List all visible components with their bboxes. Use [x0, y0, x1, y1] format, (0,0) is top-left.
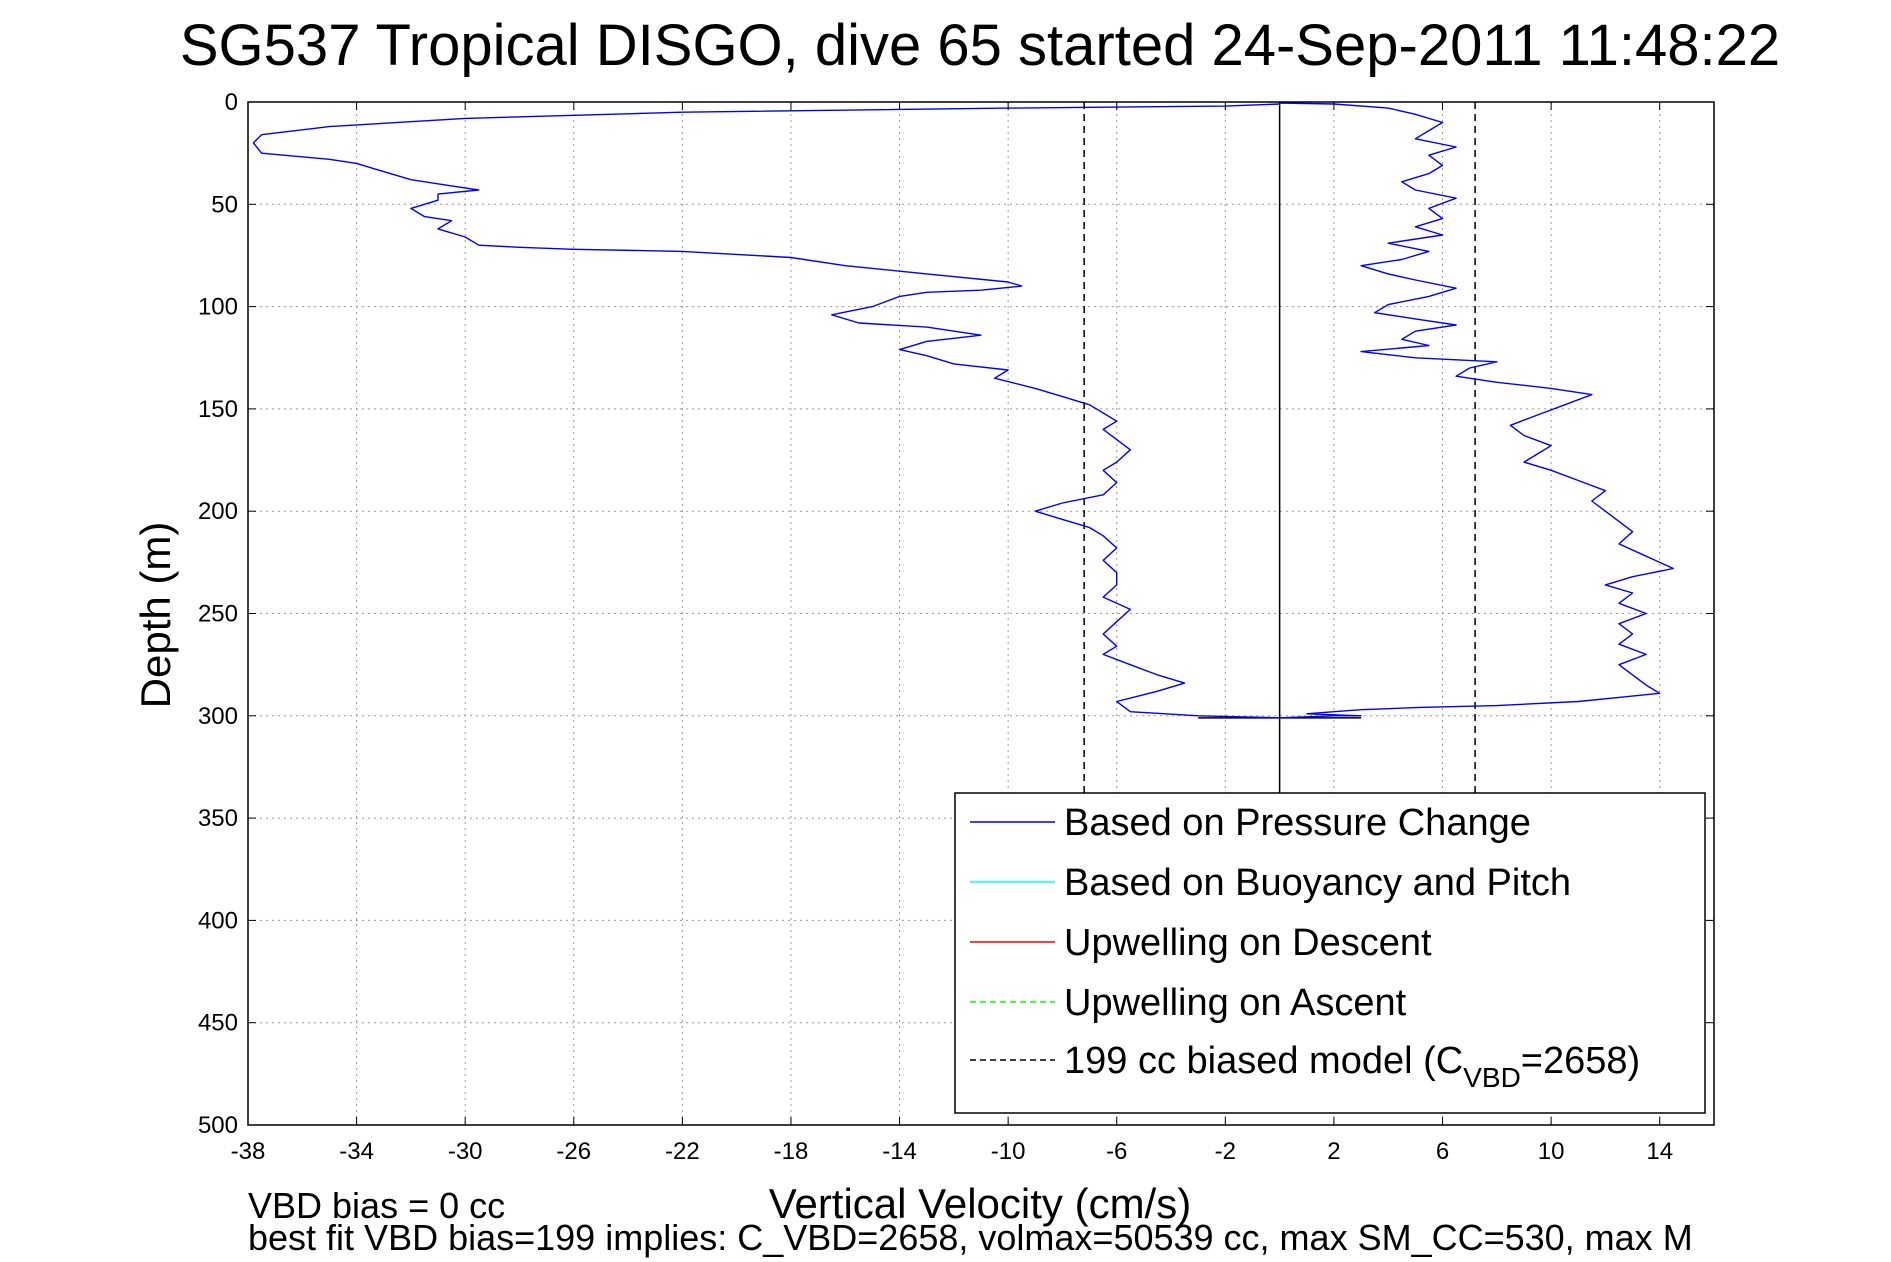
y-tick-label: 300	[198, 703, 238, 730]
legend-label-upwelling-ascent: Upwelling on Ascent	[1064, 982, 1407, 1024]
x-tick-label: -2	[1215, 1138, 1236, 1165]
annotation-vbd-bias: VBD bias = 0 cc	[248, 1185, 505, 1226]
legend-box	[954, 792, 1706, 1114]
legend-label-upwelling-descent: Upwelling on Descent	[1064, 922, 1432, 964]
y-tick-label: 0	[225, 89, 238, 116]
x-tick-label: 10	[1538, 1138, 1565, 1165]
x-tick-label: -34	[339, 1138, 374, 1165]
y-axis-ticks: 0 50 100 150 200 250 300 350 400 450 500	[198, 89, 1714, 1139]
x-tick-label: 14	[1646, 1138, 1673, 1165]
y-tick-label: 200	[198, 498, 238, 525]
legend: Based on Pressure Change Based on Buoyan…	[954, 792, 1706, 1114]
y-tick-label: 250	[198, 601, 238, 628]
annotation-best-fit: best fit VBD bias=199 implies: C_VBD=265…	[248, 1217, 1693, 1258]
legend-label-biased-model-end: =2658)	[1521, 1040, 1640, 1082]
chart-title: SG537 Tropical DISGO, dive 65 started 24…	[180, 13, 1780, 78]
y-tick-label: 150	[198, 396, 238, 423]
x-tick-label: -26	[556, 1138, 591, 1165]
y-tick-label: 500	[198, 1112, 238, 1139]
x-tick-label: 2	[1327, 1138, 1340, 1165]
x-tick-label: -10	[991, 1138, 1026, 1165]
x-tick-label: -18	[774, 1138, 809, 1165]
legend-label-biased-model: 199 cc biased model (CVBD=2658)	[1064, 1040, 1640, 1093]
x-tick-label: -22	[665, 1138, 700, 1165]
legend-label-pressure: Based on Pressure Change	[1064, 802, 1531, 844]
series-line-pressure-change	[252, 102, 1675, 719]
x-tick-label: -14	[882, 1138, 917, 1165]
y-tick-label: 400	[198, 907, 238, 934]
y-tick-label: 50	[211, 191, 238, 218]
legend-label-biased-model-sub: VBD	[1463, 1062, 1521, 1093]
series-layer	[252, 102, 1675, 719]
legend-label-biased-model-main: 199 cc biased model (C	[1064, 1040, 1463, 1082]
x-tick-label: -30	[448, 1138, 483, 1165]
y-tick-label: 100	[198, 294, 238, 321]
x-tick-label: -38	[231, 1138, 266, 1165]
y-tick-label: 450	[198, 1010, 238, 1037]
x-axis-ticks: -38 -34 -30 -26 -22 -18 -14 -10 -6 -2 2 6 10 14	[231, 102, 1673, 1165]
x-axis-label: Vertical Velocity (cm/s)	[769, 1180, 1191, 1227]
x-tick-label: -6	[1106, 1138, 1127, 1165]
y-axis-label: Depth (m)	[132, 522, 179, 709]
x-tick-label: 6	[1436, 1138, 1449, 1165]
legend-label-buoyancy: Based on Buoyancy and Pitch	[1064, 862, 1571, 904]
y-tick-label: 350	[198, 805, 238, 832]
